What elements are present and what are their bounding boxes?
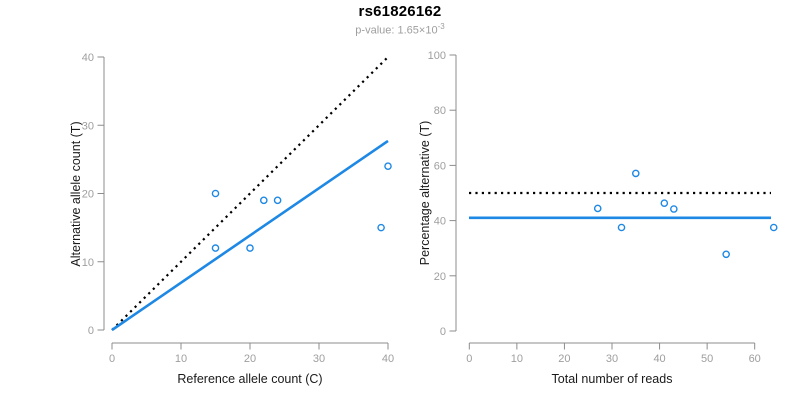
right-x-axis-title: Total number of reads	[552, 372, 673, 386]
data-point	[670, 205, 678, 213]
data-point	[211, 244, 220, 252]
y-tick-label: 100	[428, 50, 446, 62]
right-scatter-plot: 0 10 20 30 40 50 60 0 20 40 60 80 100 Total number o…	[418, 50, 778, 386]
figure-header: rs61826162 p-value: 1.65×10-3	[0, 3, 800, 38]
x-tick-label: 60	[749, 353, 761, 365]
y-tick-label: 60	[434, 160, 446, 172]
data-point	[660, 199, 669, 208]
right-plot-dynamic-layer: 0 10 20 30 40 50 60 0 20 40 60 80 100	[428, 50, 778, 365]
left-scatter-plot: 0 10 20 30 40 0 10 20 30 40 Reference allele coun…	[69, 52, 394, 386]
y-tick-label: 10	[82, 257, 94, 269]
x-tick-label: 30	[606, 353, 618, 365]
x-tick-label: 20	[558, 353, 570, 365]
x-tick-label: 10	[511, 353, 523, 365]
data-point	[769, 223, 778, 232]
data-point	[593, 204, 602, 213]
p-value-text: p-value: 1.65×10	[355, 24, 438, 37]
x-tick-label: 10	[175, 353, 187, 365]
data-point	[259, 196, 268, 205]
data-point	[631, 169, 640, 178]
data-point	[384, 162, 392, 170]
data-point	[211, 189, 220, 198]
left-x-axis-title: Reference allele count (C)	[177, 372, 322, 386]
identity-line	[111, 56, 389, 331]
x-tick-label: 30	[313, 353, 325, 365]
left-y-axis-title: Alternative allele count (T)	[69, 121, 83, 266]
y-tick-label: 20	[434, 271, 446, 283]
x-tick-label: 0	[109, 353, 115, 365]
fit-line	[111, 139, 389, 332]
left-plot-dynamic-layer: 0 10 20 30 40 0 10 20 30 40	[82, 52, 394, 365]
p-value-exponent: -3	[437, 21, 445, 31]
x-tick-label: 40	[382, 353, 394, 365]
data-point	[722, 250, 730, 259]
right-y-axis-title: Percentage alternative (T)	[418, 121, 432, 266]
x-tick-label: 20	[244, 353, 256, 365]
y-tick-label: 0	[88, 325, 94, 337]
y-tick-label: 30	[82, 120, 94, 132]
y-tick-label: 40	[82, 52, 94, 64]
data-point	[377, 223, 385, 232]
y-tick-label: 20	[82, 189, 94, 201]
data-point	[617, 223, 626, 232]
data-point	[246, 244, 254, 252]
x-tick-label: 50	[701, 353, 713, 365]
y-tick-label: 80	[434, 105, 446, 117]
x-tick-label: 0	[466, 353, 472, 365]
y-tick-label: 40	[434, 216, 446, 228]
p-value-subtitle: p-value: 1.65×10-3	[0, 22, 800, 38]
plot-title: rs61826162	[358, 3, 442, 20]
data-point	[273, 196, 282, 205]
x-tick-label: 40	[653, 353, 665, 365]
y-tick-label: 0	[440, 326, 446, 338]
